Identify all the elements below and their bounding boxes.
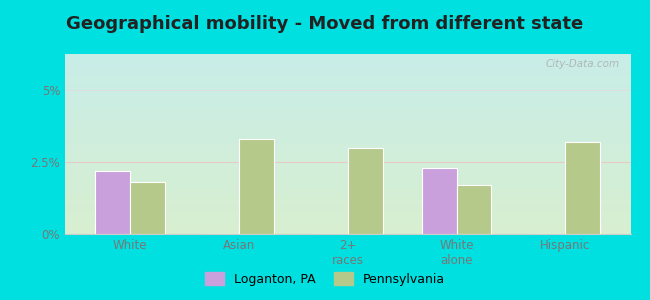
Bar [348, 148, 383, 234]
Bar [456, 185, 491, 234]
Legend: Loganton, PA, Pennsylvania: Loganton, PA, Pennsylvania [200, 267, 450, 291]
Bar [566, 142, 600, 234]
Bar [96, 171, 130, 234]
Bar [239, 139, 274, 234]
Bar [422, 168, 456, 234]
Text: City-Data.com: City-Data.com [545, 59, 619, 69]
Bar [130, 182, 165, 234]
Text: Geographical mobility - Moved from different state: Geographical mobility - Moved from diffe… [66, 15, 584, 33]
